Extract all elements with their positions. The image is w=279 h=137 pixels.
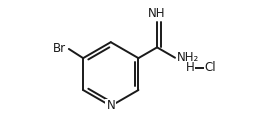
Text: H: H [185, 61, 194, 74]
Text: NH₂: NH₂ [177, 51, 199, 64]
Text: N: N [106, 99, 115, 112]
Text: Br: Br [53, 42, 66, 55]
Text: Cl: Cl [205, 61, 216, 74]
Text: NH: NH [148, 7, 166, 20]
